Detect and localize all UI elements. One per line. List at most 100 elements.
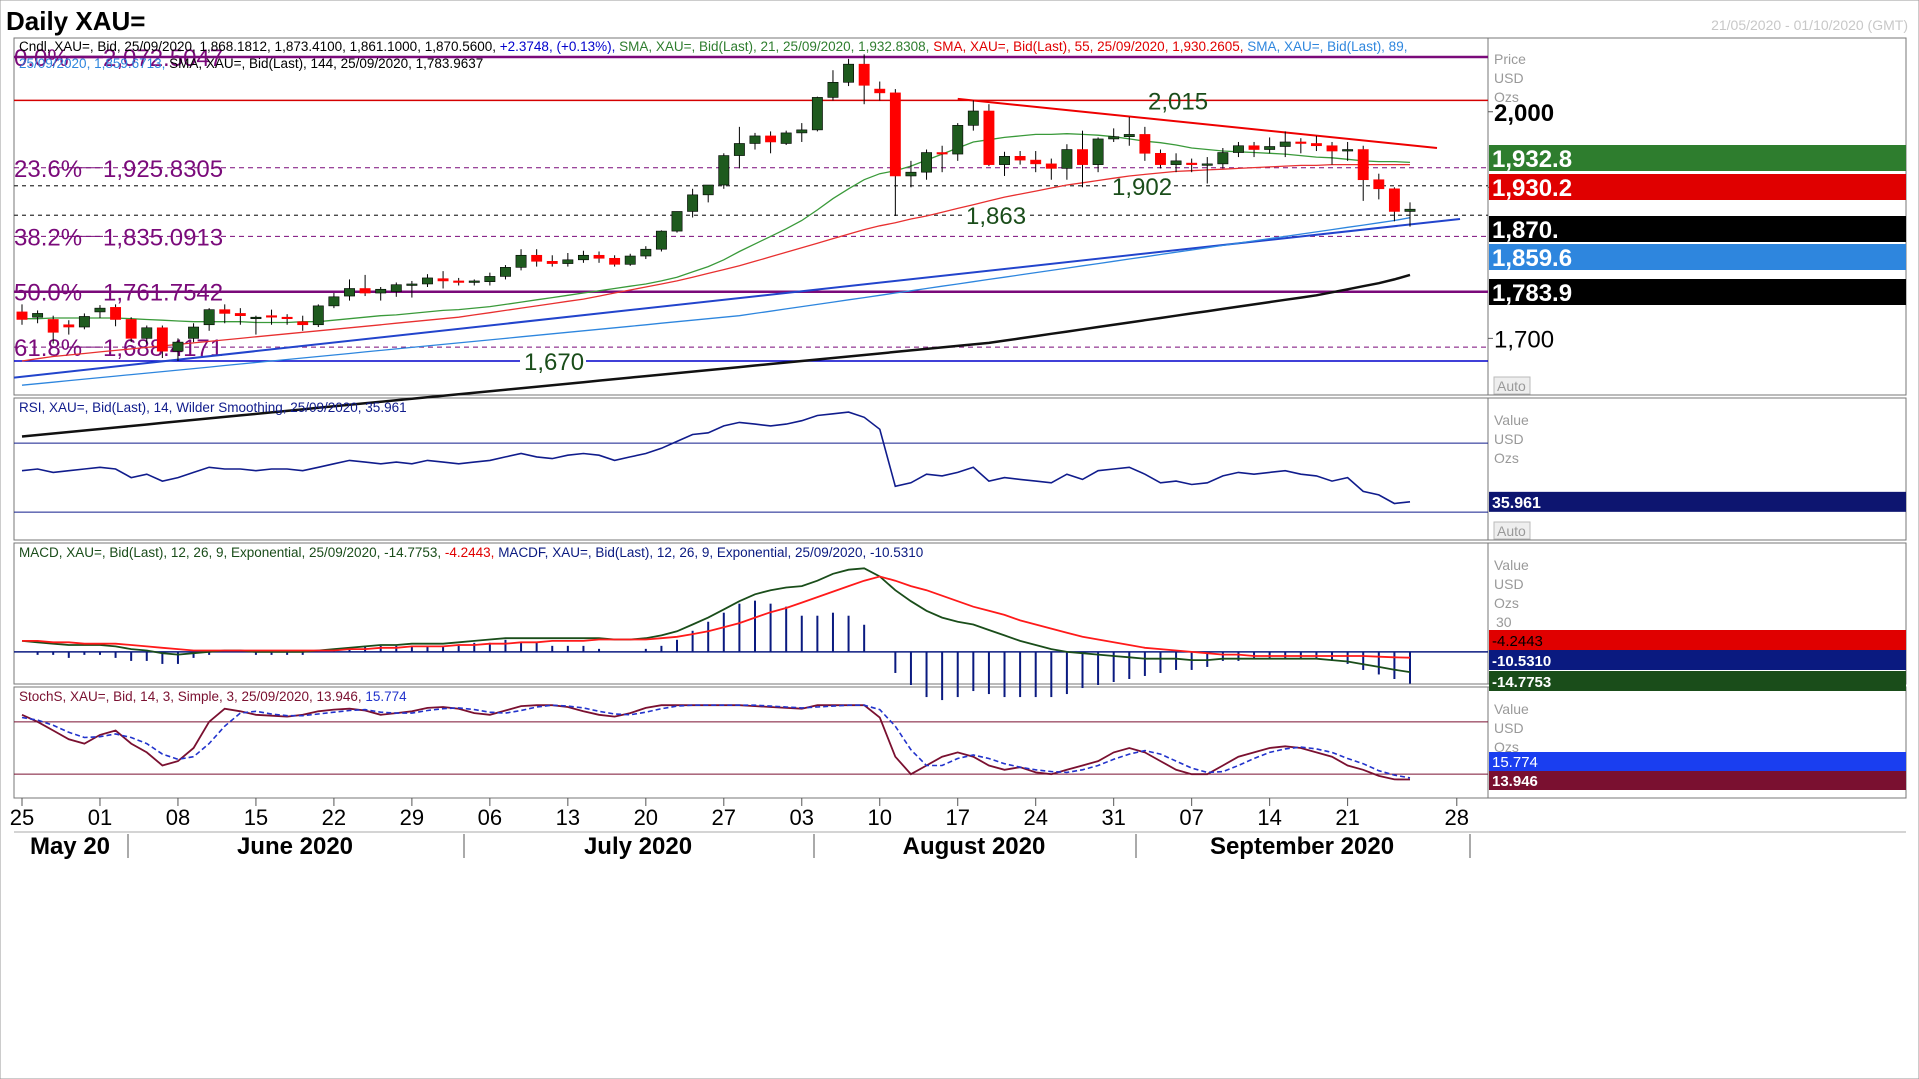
candle-2020-06-10[interactable] — [203, 308, 215, 331]
candle-2020-08-11[interactable] — [889, 89, 901, 216]
candle-2020-05-28[interactable] — [63, 320, 75, 335]
candle-2020-06-25[interactable] — [375, 286, 387, 301]
candle-body — [1186, 162, 1198, 165]
candle-2020-05-29[interactable] — [78, 313, 90, 330]
candle-2020-08-06[interactable] — [843, 58, 855, 87]
candle-2020-07-22[interactable] — [671, 211, 683, 233]
candle-2020-07-20[interactable] — [640, 246, 652, 260]
candle-2020-08-31[interactable] — [1108, 128, 1120, 142]
candle-2020-09-22[interactable] — [1357, 145, 1369, 201]
candle-2020-09-23[interactable] — [1373, 173, 1385, 200]
candle-2020-08-07[interactable] — [858, 54, 870, 105]
candle-2020-08-13[interactable] — [921, 149, 932, 180]
candle-2020-06-12[interactable] — [234, 308, 246, 325]
candle-2020-06-24[interactable] — [359, 274, 371, 297]
candle-2020-07-13[interactable] — [562, 253, 574, 267]
candle-2020-09-08[interactable] — [1201, 157, 1213, 184]
candle-2020-08-26[interactable] — [1061, 144, 1073, 180]
candle-2020-09-16[interactable] — [1295, 138, 1307, 154]
candle-2020-08-27[interactable] — [1077, 130, 1088, 188]
candle-2020-06-26[interactable] — [390, 282, 402, 297]
candle-2020-08-04[interactable] — [811, 96, 823, 132]
candle-2020-07-27[interactable] — [718, 153, 730, 189]
candle-2020-09-18[interactable] — [1326, 141, 1338, 165]
candle-2020-06-29[interactable] — [406, 280, 418, 298]
auto-button-rsi[interactable] — [1493, 521, 1531, 540]
candle-2020-05-27[interactable] — [47, 315, 59, 344]
candle-2020-06-15[interactable] — [250, 315, 262, 335]
candle-2020-08-25[interactable] — [1045, 158, 1057, 180]
candle-2020-07-10[interactable] — [546, 255, 558, 267]
macd-panel[interactable]: MACD, XAU=, Bid(Last), 12, 26, 9, Expone… — [14, 545, 1906, 701]
stoch-tag-1: 13.946 — [1492, 773, 1538, 790]
candle-2020-09-09[interactable] — [1217, 148, 1229, 169]
candle-2020-08-14[interactable] — [936, 145, 948, 173]
candle-2020-08-10[interactable] — [874, 81, 886, 101]
candle-2020-07-24[interactable] — [702, 184, 714, 203]
candle-2020-06-23[interactable] — [344, 279, 355, 301]
candle-2020-09-04[interactable] — [1170, 153, 1182, 173]
candle-2020-07-03[interactable] — [468, 279, 480, 286]
candle-2020-07-17[interactable] — [624, 253, 636, 266]
candle-2020-06-05[interactable] — [156, 325, 168, 358]
candle-2020-05-25[interactable] — [16, 304, 28, 325]
candle-2020-07-08[interactable] — [515, 249, 527, 271]
candle-2020-08-20[interactable] — [999, 151, 1010, 176]
candle-2020-09-14[interactable] — [1264, 137, 1276, 154]
candle-2020-08-24[interactable] — [1030, 151, 1042, 173]
candle-2020-06-18[interactable] — [297, 315, 309, 331]
candle-2020-06-17[interactable] — [281, 314, 293, 325]
candle-2020-06-11[interactable] — [219, 304, 231, 324]
candle-2020-09-11[interactable] — [1248, 141, 1260, 158]
candle-2020-07-16[interactable] — [609, 255, 621, 267]
candle-2020-07-31[interactable] — [780, 130, 792, 145]
candle-2020-07-07[interactable] — [500, 265, 511, 280]
candle-2020-07-01[interactable] — [437, 271, 449, 289]
candle-2020-09-24[interactable] — [1388, 187, 1400, 222]
candle-2020-06-01[interactable] — [94, 305, 106, 318]
candle-2020-07-28[interactable] — [733, 126, 745, 169]
stoch-panel[interactable]: StochS, XAU=, Bid, 14, 3, Simple, 3, 25/… — [14, 689, 1906, 790]
candle-2020-08-21[interactable] — [1014, 151, 1026, 165]
candle-2020-09-07[interactable] — [1186, 158, 1198, 173]
candle-2020-06-03[interactable] — [125, 317, 137, 343]
candle-2020-07-23[interactable] — [687, 188, 699, 218]
candle-2020-07-06[interactable] — [484, 272, 496, 286]
candle-2020-06-08[interactable] — [172, 338, 184, 362]
candle-2020-07-29[interactable] — [749, 132, 761, 150]
candle-2020-08-12[interactable] — [905, 160, 917, 188]
candle-2020-08-19[interactable] — [983, 104, 995, 167]
candle-2020-07-21[interactable] — [655, 230, 667, 252]
candle-2020-06-04[interactable] — [141, 325, 153, 344]
candle-2020-06-22[interactable] — [328, 293, 340, 309]
candle-2020-09-15[interactable] — [1279, 131, 1291, 158]
candle-body — [16, 311, 28, 320]
candle-2020-07-02[interactable] — [453, 277, 465, 286]
candle-2020-06-19[interactable] — [312, 304, 324, 328]
candle-2020-06-09[interactable] — [188, 323, 199, 343]
candle-2020-07-09[interactable] — [531, 249, 543, 267]
candle-2020-06-16[interactable] — [266, 309, 277, 325]
candle-2020-08-03[interactable] — [796, 123, 808, 142]
candle-2020-08-05[interactable] — [827, 70, 839, 101]
candle-2020-09-02[interactable] — [1139, 126, 1151, 161]
candle-2020-09-01[interactable] — [1123, 117, 1135, 146]
price-panel[interactable]: 0.0% 2,072.5047 23.6% 1,925.8305 38.2% 1,835.… — [13, 39, 1906, 438]
candle-2020-07-30[interactable] — [765, 131, 777, 154]
candle-2020-09-25[interactable] — [1404, 202, 1416, 227]
candle-2020-09-17[interactable] — [1310, 135, 1322, 152]
candle-2020-07-14[interactable] — [577, 250, 589, 263]
candle-2020-08-18[interactable] — [967, 100, 979, 131]
candle-2020-08-17[interactable] — [952, 123, 964, 161]
candle-2020-06-30[interactable] — [422, 274, 433, 287]
candle-2020-09-21[interactable] — [1342, 141, 1354, 161]
candle-2020-09-03[interactable] — [1155, 149, 1166, 169]
candle-2020-05-26[interactable] — [32, 310, 44, 324]
candle-2020-09-10[interactable] — [1233, 141, 1244, 158]
auto-button-price[interactable] — [1493, 376, 1531, 395]
candle-2020-06-02[interactable] — [110, 304, 122, 327]
rsi-panel[interactable]: RSI, XAU=, Bid(Last), 14, Wilder Smoothi… — [14, 400, 1906, 540]
candle-2020-07-15[interactable] — [593, 251, 605, 263]
candle-2020-08-28[interactable] — [1092, 137, 1104, 173]
legend-part: MACD, XAU=, Bid(Last), 12, 26, 9, Expone… — [19, 545, 445, 560]
